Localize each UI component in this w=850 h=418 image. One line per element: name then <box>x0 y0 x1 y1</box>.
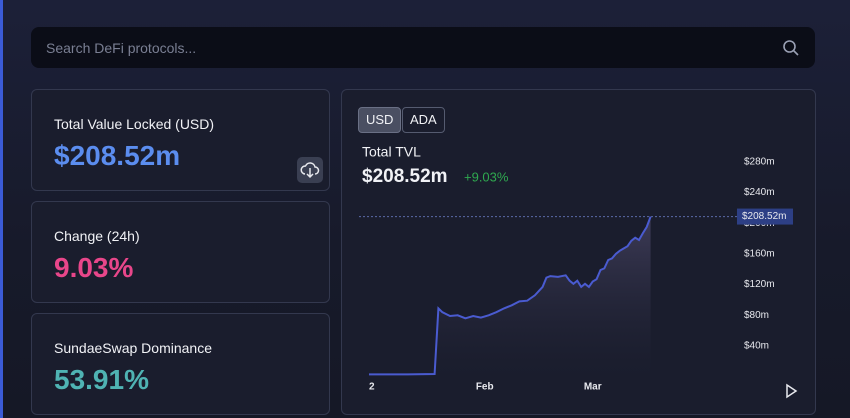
card-label: Total Value Locked (USD) <box>54 116 215 132</box>
y-tick-label: $80m <box>744 310 769 321</box>
download-button[interactable] <box>297 157 323 183</box>
search-bar[interactable]: Search DeFi protocols... <box>31 27 815 68</box>
marker-badge <box>737 208 793 225</box>
card-value: 9.03% <box>54 252 134 283</box>
y-tick-label: $160m <box>744 248 775 259</box>
side-strip <box>0 0 3 418</box>
chart-panel: USD ADA Total TVL $208.52m +9.03% $40m $8… <box>341 89 816 415</box>
card-value: $208.52m <box>54 140 181 171</box>
marker-label: $208.52m <box>742 211 786 222</box>
chart-headline: $208.52m <box>362 166 448 187</box>
search-placeholder: Search DeFi protocols... <box>46 40 197 56</box>
download-icon <box>300 162 320 179</box>
change-card: Change (24h) 9.03% <box>31 201 330 303</box>
card-label: Change (24h) <box>54 228 140 244</box>
currency-button[interactable]: USD <box>358 107 402 133</box>
play-icon[interactable] <box>786 383 798 399</box>
y-tick-label: $120m <box>744 279 775 290</box>
card-value: 53.91% <box>54 364 149 395</box>
x-tick-label: Mar <box>584 382 602 393</box>
chart-title: Total TVL <box>362 144 421 160</box>
y-tick-label: $280m <box>744 156 775 167</box>
y-tick-label: $240m <box>744 187 775 198</box>
area <box>369 216 651 377</box>
chart: Total TVL $208.52m +9.03% $40m $80m $120m $… <box>359 144 798 399</box>
line <box>369 216 652 376</box>
x-tick-label: Feb <box>476 382 494 393</box>
x-tick-label: 2 <box>369 382 375 393</box>
tvl-card: Total Value Locked (USD) $208.52m <box>31 89 330 191</box>
chart-change: +9.03% <box>464 169 509 184</box>
currency-button[interactable]: ADA <box>402 107 445 133</box>
card-label: SundaeSwap Dominance <box>54 340 212 356</box>
y-tick-label: $40m <box>744 341 769 352</box>
search-icon[interactable] <box>782 39 800 57</box>
dominance-card: SundaeSwap Dominance 53.91% <box>31 313 330 415</box>
